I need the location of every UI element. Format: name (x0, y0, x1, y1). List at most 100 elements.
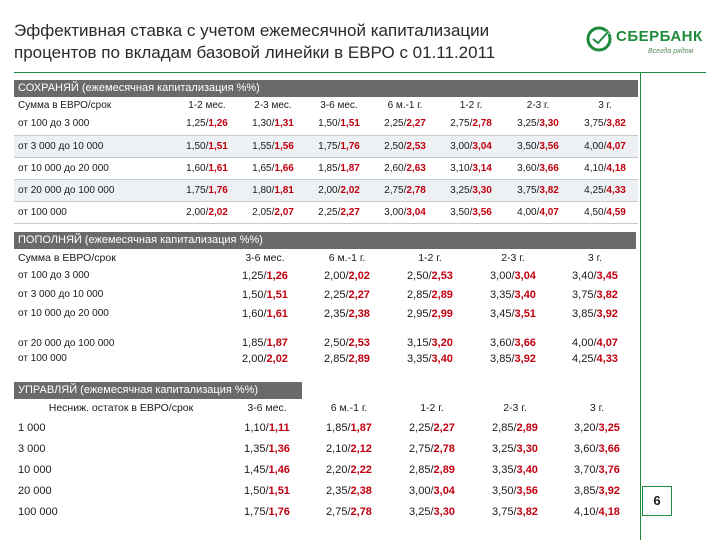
table-row: от 100 до 3 000 1,25/1,26 2,00/2,02 2,50/2,… (14, 266, 636, 285)
nominal-rate: 1,85/ (326, 421, 351, 434)
effective-rate: 4,07 (606, 140, 626, 152)
nominal-rate: 3,75/ (492, 505, 517, 518)
nominal-rate: 3,85/ (574, 484, 599, 497)
nominal-rate: 3,35/ (490, 288, 515, 301)
rate-cell: 2,25/2,27 (372, 113, 438, 136)
nominal-rate: 3,10/ (450, 162, 473, 174)
rate-cell: 2,60/2,63 (372, 157, 438, 180)
nominal-rate: 2,00/ (242, 352, 267, 365)
rate-cell: 2,10/2,12 (308, 438, 390, 459)
rate-cell: 3,25/3,30 (474, 438, 556, 459)
logo-name: СБЕРБАНК (616, 28, 703, 45)
effective-rate: 2,78 (433, 442, 455, 455)
nominal-rate: 1,75/ (244, 505, 269, 518)
rate-cell: 1,85/1,87 (306, 157, 372, 180)
table-row: от 3 000 до 10 000 1,50/1,51 1,55/1,56 1,75… (14, 135, 638, 158)
effective-rate: 2,22 (350, 463, 372, 476)
effective-rate: 3,30 (472, 184, 492, 196)
nominal-rate: 3,85/ (572, 307, 597, 320)
table-row: от 10 000 до 20 000 1,60/1,61 1,65/1,66 1,8… (14, 157, 638, 180)
rate-cell: 1,55/1,56 (240, 135, 306, 158)
rate-cell: 3,40/3,45 (554, 266, 636, 285)
column-header: 3 г. (587, 251, 603, 264)
effective-rate: 3,20 (431, 337, 453, 349)
nominal-rate: 1,75/ (318, 140, 341, 152)
nominal-rate: 2,85/ (407, 288, 432, 301)
nominal-rate: 3,00/ (409, 484, 434, 497)
rate-cell: 3,85/3,92 (472, 349, 554, 368)
column-header: 3-6 мес. (247, 402, 287, 414)
effective-rate: 2,38 (348, 307, 370, 320)
rate-cell: 1,75/1,76 (174, 179, 240, 202)
rate-cell: 3,85/3,92 (556, 480, 638, 501)
rate-cell: 2,75/2,78 (390, 438, 474, 459)
effective-rate: 3,66 (514, 337, 536, 349)
rate-cell: 3,85/3,92 (554, 304, 636, 323)
column-header: 2-3 г. (501, 251, 525, 264)
effective-rate: 3,82 (516, 505, 538, 518)
nominal-rate: 2,75/ (384, 184, 407, 196)
nominal-rate: 2,00/ (318, 184, 341, 196)
effective-rate: 4,07 (539, 206, 559, 218)
nominal-rate: 3,25/ (517, 118, 540, 130)
effective-rate: 2,02 (340, 184, 360, 196)
nominal-rate: 3,60/ (490, 337, 515, 349)
effective-rate: 3,82 (539, 184, 559, 196)
table-row: 10 000 1,45/1,46 2,20/2,22 2,85/2,89 3,35/3,… (14, 459, 638, 480)
rate-cell: 2,75/2,78 (308, 501, 390, 522)
column-header: 6 м.-1 г. (387, 99, 423, 111)
rate-cell: 4,50/4,59 (572, 201, 638, 224)
effective-rate: 4,33 (596, 352, 618, 365)
effective-rate: 2,99 (431, 307, 453, 320)
rate-cell: 2,75/2,78 (372, 179, 438, 202)
column-header: 6 м.-1 г. (330, 402, 368, 414)
nominal-rate: 2,95/ (407, 307, 432, 320)
rate-cell: 1,50/1,51 (226, 480, 308, 501)
nominal-rate: 3,75/ (584, 118, 607, 130)
section-sohranyai: СОХРАНЯЙ (ежемесячная капитализация %%) … (14, 80, 638, 224)
row-label: 1 000 (18, 421, 46, 434)
row-label: от 100 до 3 000 (18, 270, 90, 281)
nominal-rate: 1,65/ (252, 162, 275, 174)
column-header: 1-2 г. (459, 99, 483, 111)
rate-cell: 3,00/3,04 (372, 201, 438, 224)
rate-cell: 3,20/3,25 (556, 417, 638, 438)
nominal-rate: 1,55/ (252, 140, 275, 152)
effective-rate: 2,78 (350, 505, 372, 518)
effective-rate: 2,02 (266, 352, 288, 365)
row-label: от 20 000 до 100 000 (18, 338, 115, 349)
column-header: 2-3 г. (526, 99, 550, 111)
effective-rate: 2,27 (348, 288, 370, 301)
nominal-rate: 4,00/ (584, 140, 607, 152)
row-label: от 100 до 3 000 (14, 113, 174, 136)
nominal-rate: 2,75/ (409, 442, 434, 455)
effective-rate: 1,66 (274, 162, 294, 174)
effective-rate: 4,18 (606, 162, 626, 174)
effective-rate: 3,82 (596, 288, 618, 301)
nominal-rate: 3,50/ (517, 140, 540, 152)
rate-cell: 3,75/3,82 (554, 285, 636, 304)
effective-rate: 3,66 (539, 162, 559, 174)
rate-cell: 1,50/1,51 (174, 135, 240, 158)
nominal-rate: 1,25/ (242, 269, 267, 282)
nominal-rate: 2,20/ (326, 463, 351, 476)
effective-rate: 2,89 (431, 288, 453, 301)
rate-cell: 2,35/2,38 (308, 480, 390, 501)
nominal-rate: 2,25/ (324, 288, 349, 301)
nominal-rate: 2,10/ (326, 442, 351, 455)
effective-rate: 1,76 (208, 184, 228, 196)
nominal-rate: 4,00/ (517, 206, 540, 218)
rate-cell: 3,25/3,30 (438, 179, 504, 202)
nominal-rate: 1,75/ (186, 184, 209, 196)
effective-rate: 3,30 (516, 442, 538, 455)
rate-cell: 2,85/2,89 (388, 285, 472, 304)
rate-cell: 2,85/2,89 (306, 349, 388, 368)
rate-cell: 3,60/3,66 (504, 157, 572, 180)
effective-rate: 2,63 (406, 162, 426, 174)
nominal-rate: 3,45/ (490, 307, 515, 320)
rate-cell: 1,45/1,46 (226, 459, 308, 480)
rate-cell: 3,50/3,56 (504, 135, 572, 158)
rate-cell: 2,20/2,22 (308, 459, 390, 480)
effective-rate: 1,26 (208, 118, 228, 130)
nominal-rate: 3,60/ (517, 162, 540, 174)
